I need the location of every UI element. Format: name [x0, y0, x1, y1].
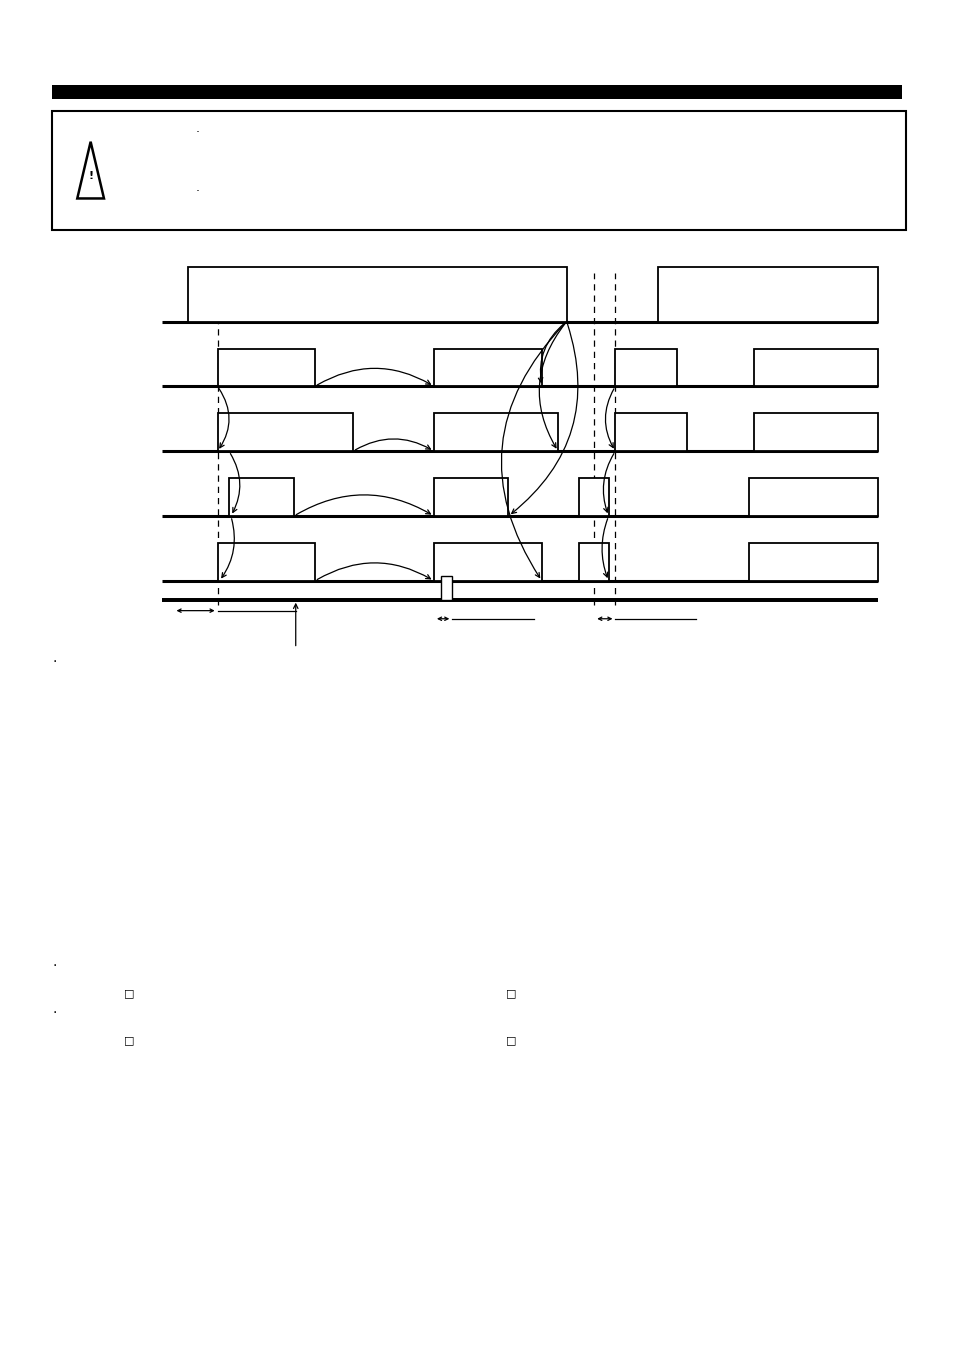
Bar: [434, 478, 508, 516]
Bar: [217, 413, 353, 451]
Bar: [615, 349, 677, 386]
Text: □: □: [124, 1035, 134, 1046]
Bar: [434, 413, 558, 451]
Bar: [440, 576, 452, 600]
Text: !: !: [88, 170, 93, 181]
Bar: [753, 349, 877, 386]
Text: ·: ·: [52, 655, 57, 669]
Bar: [748, 478, 877, 516]
Text: .: .: [195, 122, 199, 135]
Bar: [753, 413, 877, 451]
Bar: [188, 267, 566, 322]
Text: □: □: [505, 988, 516, 998]
Bar: [434, 349, 541, 386]
Text: ·: ·: [52, 959, 57, 973]
Bar: [217, 349, 314, 386]
Bar: [578, 478, 608, 516]
Bar: [658, 267, 877, 322]
Bar: [52, 85, 901, 99]
Bar: [229, 478, 294, 516]
Text: ·: ·: [52, 1006, 57, 1020]
Text: □: □: [505, 1035, 516, 1046]
Bar: [615, 413, 686, 451]
Bar: [578, 543, 608, 581]
Text: □: □: [124, 988, 134, 998]
Bar: [434, 543, 541, 581]
Text: .: .: [195, 181, 199, 195]
Bar: [748, 543, 877, 581]
Bar: [217, 543, 314, 581]
Bar: [52, 111, 905, 230]
